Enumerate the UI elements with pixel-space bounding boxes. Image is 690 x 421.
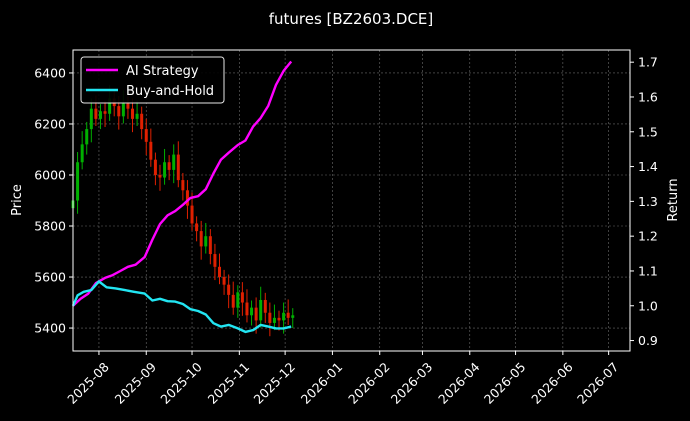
candle-body bbox=[240, 292, 244, 303]
candle-body bbox=[103, 111, 107, 114]
y-tick-label-right: 1.2 bbox=[638, 229, 658, 244]
candle-body bbox=[245, 302, 249, 316]
y-tick-label-right: 1.1 bbox=[638, 263, 658, 278]
candle-body bbox=[135, 113, 139, 119]
candle-body bbox=[222, 277, 226, 285]
y-tick-label-right: 1.0 bbox=[638, 298, 658, 313]
candle-body bbox=[199, 231, 203, 247]
y-tick-label-left: 6400 bbox=[34, 65, 66, 80]
candle-body bbox=[213, 254, 217, 267]
y-axis-title-right: Return bbox=[666, 178, 681, 221]
candle-body bbox=[131, 108, 135, 119]
y-axis-right: 0.9 1.0 1.1 1.2 1.3 1.4 1.5 1.6 1.7 bbox=[630, 55, 658, 348]
y-tick-label-left: 5600 bbox=[34, 270, 66, 285]
candle-body bbox=[172, 154, 176, 170]
candle-body bbox=[268, 312, 272, 323]
y-tick-label-right: 1.5 bbox=[638, 124, 658, 139]
y-tick-label-right: 0.9 bbox=[638, 333, 658, 348]
y-axis-left: 5400 5600 5800 6000 6200 6400 bbox=[34, 65, 73, 336]
chart-title: futures [BZ2603.DCE] bbox=[269, 10, 434, 28]
candle-body bbox=[227, 284, 231, 295]
candle-body bbox=[167, 162, 171, 170]
y-axis-title-left: Price bbox=[10, 184, 25, 216]
series-line-buy-and-hold bbox=[71, 280, 292, 334]
y-tick-label-right: 1.6 bbox=[638, 89, 658, 104]
legend-label-ai-strategy: AI Strategy bbox=[126, 64, 199, 79]
candle-body bbox=[236, 292, 240, 308]
plot-frame bbox=[72, 49, 631, 352]
candle-body bbox=[204, 236, 208, 247]
candle-body bbox=[158, 174, 162, 178]
candle-body bbox=[98, 111, 102, 119]
candle-body bbox=[217, 266, 221, 278]
candle-body bbox=[231, 294, 235, 308]
legend: AI Strategy Buy-and-Hold bbox=[80, 56, 225, 104]
series-lines bbox=[71, 60, 293, 334]
candle-body bbox=[89, 108, 93, 130]
candle-body bbox=[149, 141, 153, 160]
candle-body bbox=[291, 315, 295, 318]
candle-body bbox=[126, 103, 130, 109]
candle-body bbox=[208, 236, 212, 255]
legend-box bbox=[80, 56, 225, 104]
candle-body bbox=[80, 144, 84, 163]
candle-body bbox=[185, 190, 189, 206]
candle-body bbox=[254, 307, 258, 321]
candle-body bbox=[195, 223, 199, 232]
candle-body bbox=[140, 113, 144, 130]
y-tick-label-right: 1.3 bbox=[638, 194, 658, 209]
y-tick-label-right: 1.7 bbox=[638, 55, 658, 70]
legend-label-buy-and-hold: Buy-and-Hold bbox=[126, 84, 214, 99]
y-tick-label-left: 6200 bbox=[34, 116, 66, 131]
candle-body bbox=[94, 108, 98, 119]
candle-body bbox=[181, 180, 185, 191]
candle-body bbox=[85, 129, 89, 145]
candle-body bbox=[263, 299, 267, 313]
y-tick-label-left: 6000 bbox=[34, 167, 66, 182]
candle-body bbox=[259, 299, 263, 321]
candle-body bbox=[153, 159, 157, 175]
candle-body bbox=[190, 205, 194, 224]
y-tick-label-right: 1.4 bbox=[638, 159, 658, 174]
y-tick-label-left: 5800 bbox=[34, 219, 66, 234]
candle-body bbox=[121, 103, 125, 117]
candle-body bbox=[250, 307, 254, 316]
y-tick-label-left: 5400 bbox=[34, 321, 66, 336]
series-line-ai-strategy bbox=[72, 60, 293, 307]
candle-body bbox=[272, 317, 276, 323]
candle-body bbox=[108, 98, 112, 114]
candle-body bbox=[282, 312, 286, 321]
candle-body bbox=[144, 129, 148, 142]
candle-body bbox=[117, 106, 121, 117]
candle-body bbox=[277, 317, 281, 321]
candle-body bbox=[286, 312, 290, 318]
candle-body bbox=[176, 154, 180, 181]
candle-body bbox=[163, 162, 167, 178]
candle-body bbox=[76, 162, 80, 201]
